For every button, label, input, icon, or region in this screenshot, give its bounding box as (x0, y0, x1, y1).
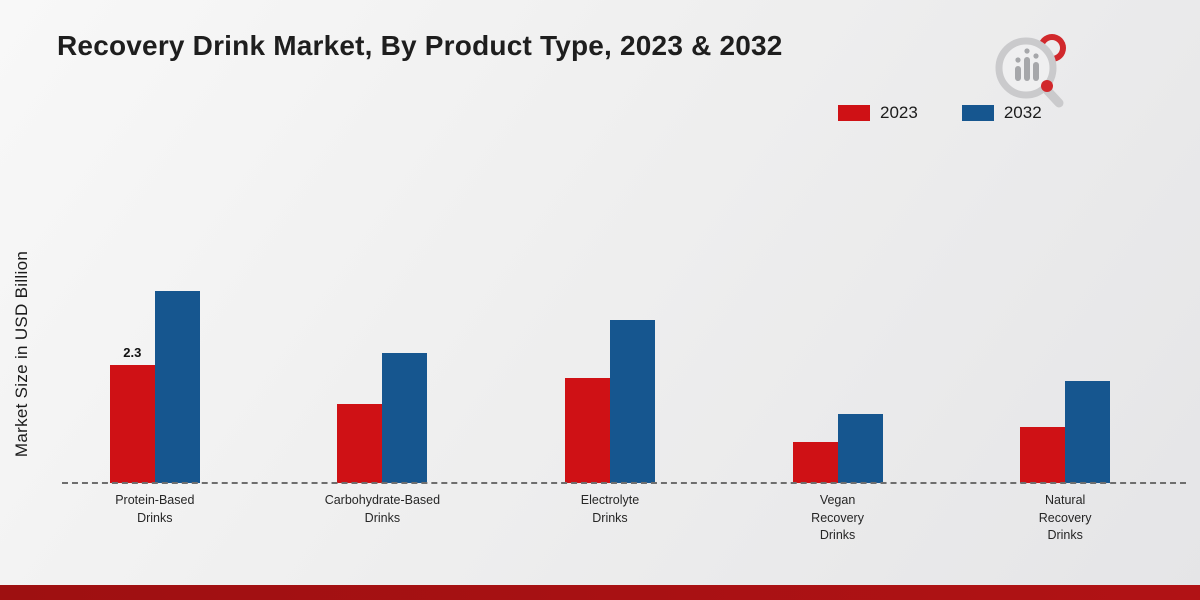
bar-value-label: 2.3 (123, 345, 142, 360)
category-label: Protein-Based Drinks (115, 493, 195, 525)
company-logo (988, 26, 1076, 115)
category-group: Vegan Recovery Drinks (724, 248, 952, 545)
bar-2032-3[interactable] (609, 320, 655, 483)
bar-2023-5[interactable] (1020, 427, 1066, 483)
category-group: Electrolyte Drinks (496, 248, 724, 545)
bar-2032-4[interactable] (837, 414, 883, 483)
category-label: Vegan Recovery Drinks (811, 493, 864, 542)
bar-2032-5[interactable] (1065, 381, 1111, 483)
magnifier-barchart-logo-icon (995, 34, 1066, 108)
bar-2023-1[interactable]: 2.3 (109, 345, 155, 483)
category-group: 2.3 Protein-Based Drinks (41, 248, 269, 545)
plot-area: 2.3 Protein-Based Drinks Carbohydrate-Base… (41, 248, 1179, 545)
bar-2023-2[interactable] (337, 404, 383, 483)
footer-red-band (0, 585, 1200, 600)
category-group: Carbohydrate-Based Drinks (269, 248, 497, 545)
legend-swatch-2032 (961, 105, 994, 121)
legend-swatch-2023 (838, 105, 870, 121)
category-label: Electrolyte Drinks (580, 493, 640, 525)
category-group: Natural Recovery Drinks (951, 248, 1179, 545)
legend-item-2023[interactable]: 2023 (838, 103, 918, 123)
category-label: Natural Recovery Drinks (1038, 493, 1092, 542)
chart-title: Recovery Drink Market, By Product Type, … (57, 30, 783, 61)
x-axis-line (62, 482, 1186, 484)
legend-label-2032: 2032 (1003, 103, 1042, 122)
bar-2023-4[interactable] (792, 442, 838, 483)
bar-2032-2[interactable] (382, 353, 428, 483)
legend-item-2032[interactable]: 2032 (961, 103, 1042, 123)
bar-2032-1[interactable] (154, 291, 200, 483)
legend: 2023 2032 (838, 103, 1042, 123)
y-axis-label: Market Size in USD Billion (12, 250, 31, 458)
legend-label-2023: 2023 (880, 103, 918, 122)
bar-2023-3[interactable] (564, 378, 610, 483)
category-label: Carbohydrate-Based Drinks (324, 493, 441, 525)
